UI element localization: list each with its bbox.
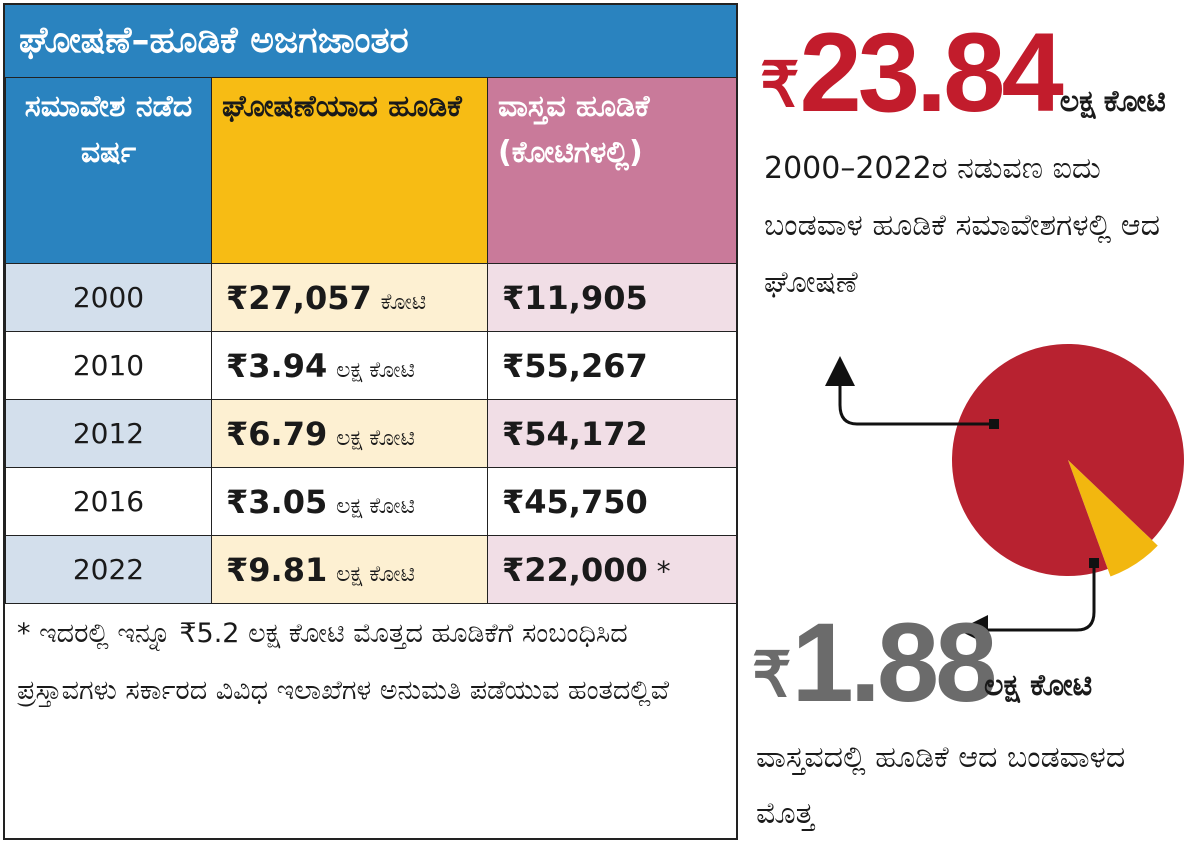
row-announced: ₹9.81 ಲಕ್ಷ ಕೋಟಿ: [211, 535, 488, 604]
table-header-row: ಸಮಾವೇಶ ನಡೆದ ವರ್ಷ ಘೋಷಣೆಯಾದ ಹೂಡಿಕೆ ವಾಸ್ತವ …: [5, 77, 737, 264]
announced-value: ₹27,057: [226, 278, 372, 317]
row-year: 2010: [5, 331, 212, 400]
summary-panel: ₹23.84ಲಕ್ಷ ಕೋಟಿ 2000–2022ರ ನಡುವಣ ಐದು ಬಂಡ…: [742, 0, 1200, 844]
row-actual: ₹45,750: [487, 467, 737, 536]
announced-value: ₹3.05: [226, 482, 328, 521]
pie-chart: [825, 344, 1184, 645]
actual-value: ₹45,750: [502, 482, 648, 521]
table-row: 2022 ₹9.81 ಲಕ್ಷ ಕೋಟಿ ₹22,000 *: [5, 535, 737, 604]
announced-total-value: 23.84: [799, 10, 1063, 135]
announced-value: ₹9.81: [226, 550, 328, 589]
row-year: 2022: [5, 535, 212, 604]
row-announced: ₹27,057 ಕೋಟಿ: [211, 263, 488, 332]
investment-table-panel: ಘೋಷಣೆ–ಹೂಡಿಕೆ ಅಜಗಜಾಂತರ ಸಮಾವೇಶ ನಡೆದ ವರ್ಷ ಘ…: [3, 3, 738, 840]
row-actual: ₹22,000 *: [487, 535, 737, 604]
row-announced: ₹6.79 ಲಕ್ಷ ಕೋಟಿ: [211, 399, 488, 468]
actual-total-value: 1.88: [791, 600, 997, 725]
announced-value: ₹6.79: [226, 414, 328, 453]
header-announced: ಘೋಷಣೆಯಾದ ಹೂಡಿಕೆ: [211, 77, 488, 264]
row-actual: ₹11,905: [487, 263, 737, 332]
pie-slice-actual: [1068, 460, 1158, 577]
currency-symbol: ₹: [752, 641, 792, 710]
actual-leader-line: [958, 563, 1096, 645]
table-row: 2016 ₹3.05 ಲಕ್ಷ ಕೋಟಿ ₹45,750: [5, 467, 737, 536]
announced-unit: ಲಕ್ಷ ಕೋಟಿ: [336, 425, 415, 451]
announced-total-unit: ಲಕ್ಷ ಕೋಟಿ: [1059, 85, 1166, 118]
actual-value: ₹54,172: [502, 414, 648, 453]
table-row: 2000 ₹27,057 ಕೋಟಿ ₹11,905: [5, 263, 737, 332]
row-year: 2016: [5, 467, 212, 536]
announced-leader-line: [825, 356, 994, 426]
announced-total: ₹23.84ಲಕ್ಷ ಕೋಟಿ: [760, 8, 1166, 137]
announced-value: ₹3.94: [226, 346, 328, 385]
row-actual: ₹54,172: [487, 399, 737, 468]
currency-symbol: ₹: [760, 51, 800, 120]
actual-value: ₹55,267: [502, 346, 648, 385]
page-title: ಘೋಷಣೆ–ಹೂಡಿಕೆ ಅಜಗಜಾಂತರ: [5, 5, 736, 77]
actual-total: ₹1.88: [752, 598, 997, 727]
announced-unit: ಲಕ್ಷ ಕೋಟಿ: [336, 561, 415, 587]
row-announced: ₹3.05 ಲಕ್ಷ ಕೋಟಿ: [211, 467, 488, 536]
pie-slice-announced: [952, 344, 1184, 576]
announced-total-desc: 2000–2022ರ ನಡುವಣ ಐದು ಬಂಡವಾಳ ಹೂಡಿಕೆ ಸಮಾವೇ…: [764, 151, 1160, 300]
row-year: 2000: [5, 263, 212, 332]
announced-unit: ಲಕ್ಷ ಕೋಟಿ: [336, 357, 415, 383]
actual-total-desc: ವಾಸ್ತವದಲ್ಲಿ ಹೂಡಿಕೆ ಆದ ಬಂಡವಾಳದ ಮೊತ್ತ: [756, 740, 1126, 831]
header-actual: ವಾಸ್ತವ ಹೂಡಿಕೆ (ಕೋಟಿಗಳಲ್ಲಿ): [487, 77, 737, 264]
investment-table: ಸಮಾವೇಶ ನಡೆದ ವರ್ಷ ಘೋಷಣೆಯಾದ ಹೂಡಿಕೆ ವಾಸ್ತವ …: [5, 77, 737, 604]
row-actual: ₹55,267: [487, 331, 737, 400]
announced-leader-dot: [989, 419, 999, 429]
header-year: ಸಮಾವೇಶ ನಡೆದ ವರ್ಷ: [5, 77, 212, 264]
row-year: 2012: [5, 399, 212, 468]
actual-leader-dot: [1089, 558, 1099, 568]
actual-total-unit: ಲಕ್ಷ ಕೋಟಿ: [984, 668, 1093, 703]
table-row: 2010 ₹3.94 ಲಕ್ಷ ಕೋಟಿ ₹55,267: [5, 331, 737, 400]
footnote-mark: *: [656, 554, 671, 588]
actual-value: ₹11,905: [502, 278, 648, 317]
row-announced: ₹3.94 ಲಕ್ಷ ಕೋಟಿ: [211, 331, 488, 400]
footnote: * ಇದರಲ್ಲಿ ಇನ್ನೂ ₹5.2 ಲಕ್ಷ ಕೋಟಿ ಮೊತ್ತದ ಹೂ…: [17, 618, 670, 706]
announced-unit: ಲಕ್ಷ ಕೋಟಿ: [336, 493, 415, 519]
table-row: 2012 ₹6.79 ಲಕ್ಷ ಕೋಟಿ ₹54,172: [5, 399, 737, 468]
announced-unit: ಕೋಟಿ: [380, 289, 427, 315]
actual-value: ₹22,000: [502, 550, 648, 589]
